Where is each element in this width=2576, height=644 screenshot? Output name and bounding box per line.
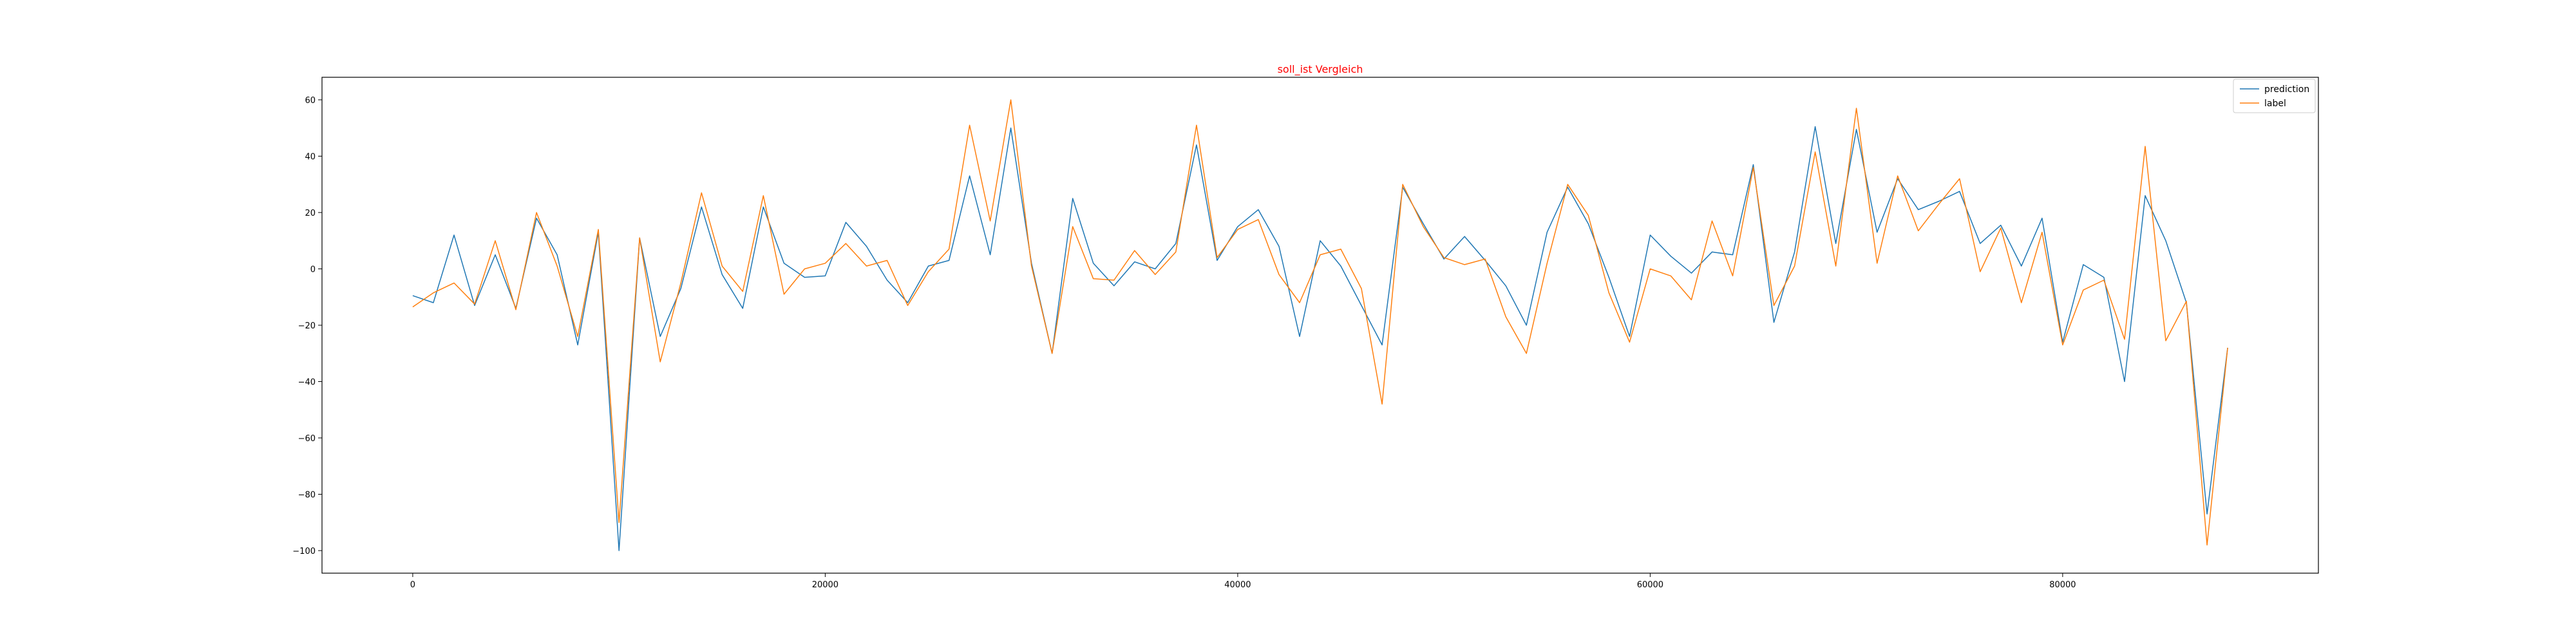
plot-frame [321,77,2319,574]
x-axis-ticks: 0 20000 40000 60000 80000 [410,573,2076,590]
y-tick-label: −100 [292,547,316,556]
chart-title: soll_ist Vergleich [1278,63,1363,76]
x-tick-label: 20000 [812,580,838,590]
series-layer [412,99,2228,551]
legend-label-prediction: prediction [2264,84,2309,95]
x-tick-label: 0 [410,580,415,590]
y-tick-label: −20 [298,321,316,331]
y-axis-ticks: 60 40 20 0 −20 −40 −60 −80 −100 [292,96,322,556]
x-tick-label: 40000 [1224,580,1251,590]
series-line-label [412,99,2228,546]
y-tick-label: 40 [305,153,316,162]
y-tick-label: −40 [298,378,316,388]
legend-box [2233,79,2316,113]
x-tick-label: 80000 [2049,580,2076,590]
legend-label-label: label [2264,99,2286,109]
y-tick-label: 60 [305,96,316,106]
series-line-prediction [412,126,2228,551]
y-tick-label: 20 [305,209,316,218]
y-tick-label: 0 [310,265,316,275]
y-tick-label: −80 [298,491,316,500]
legend: prediction label [2233,79,2316,113]
y-tick-label: −60 [298,434,316,444]
x-tick-label: 60000 [1637,580,1663,590]
